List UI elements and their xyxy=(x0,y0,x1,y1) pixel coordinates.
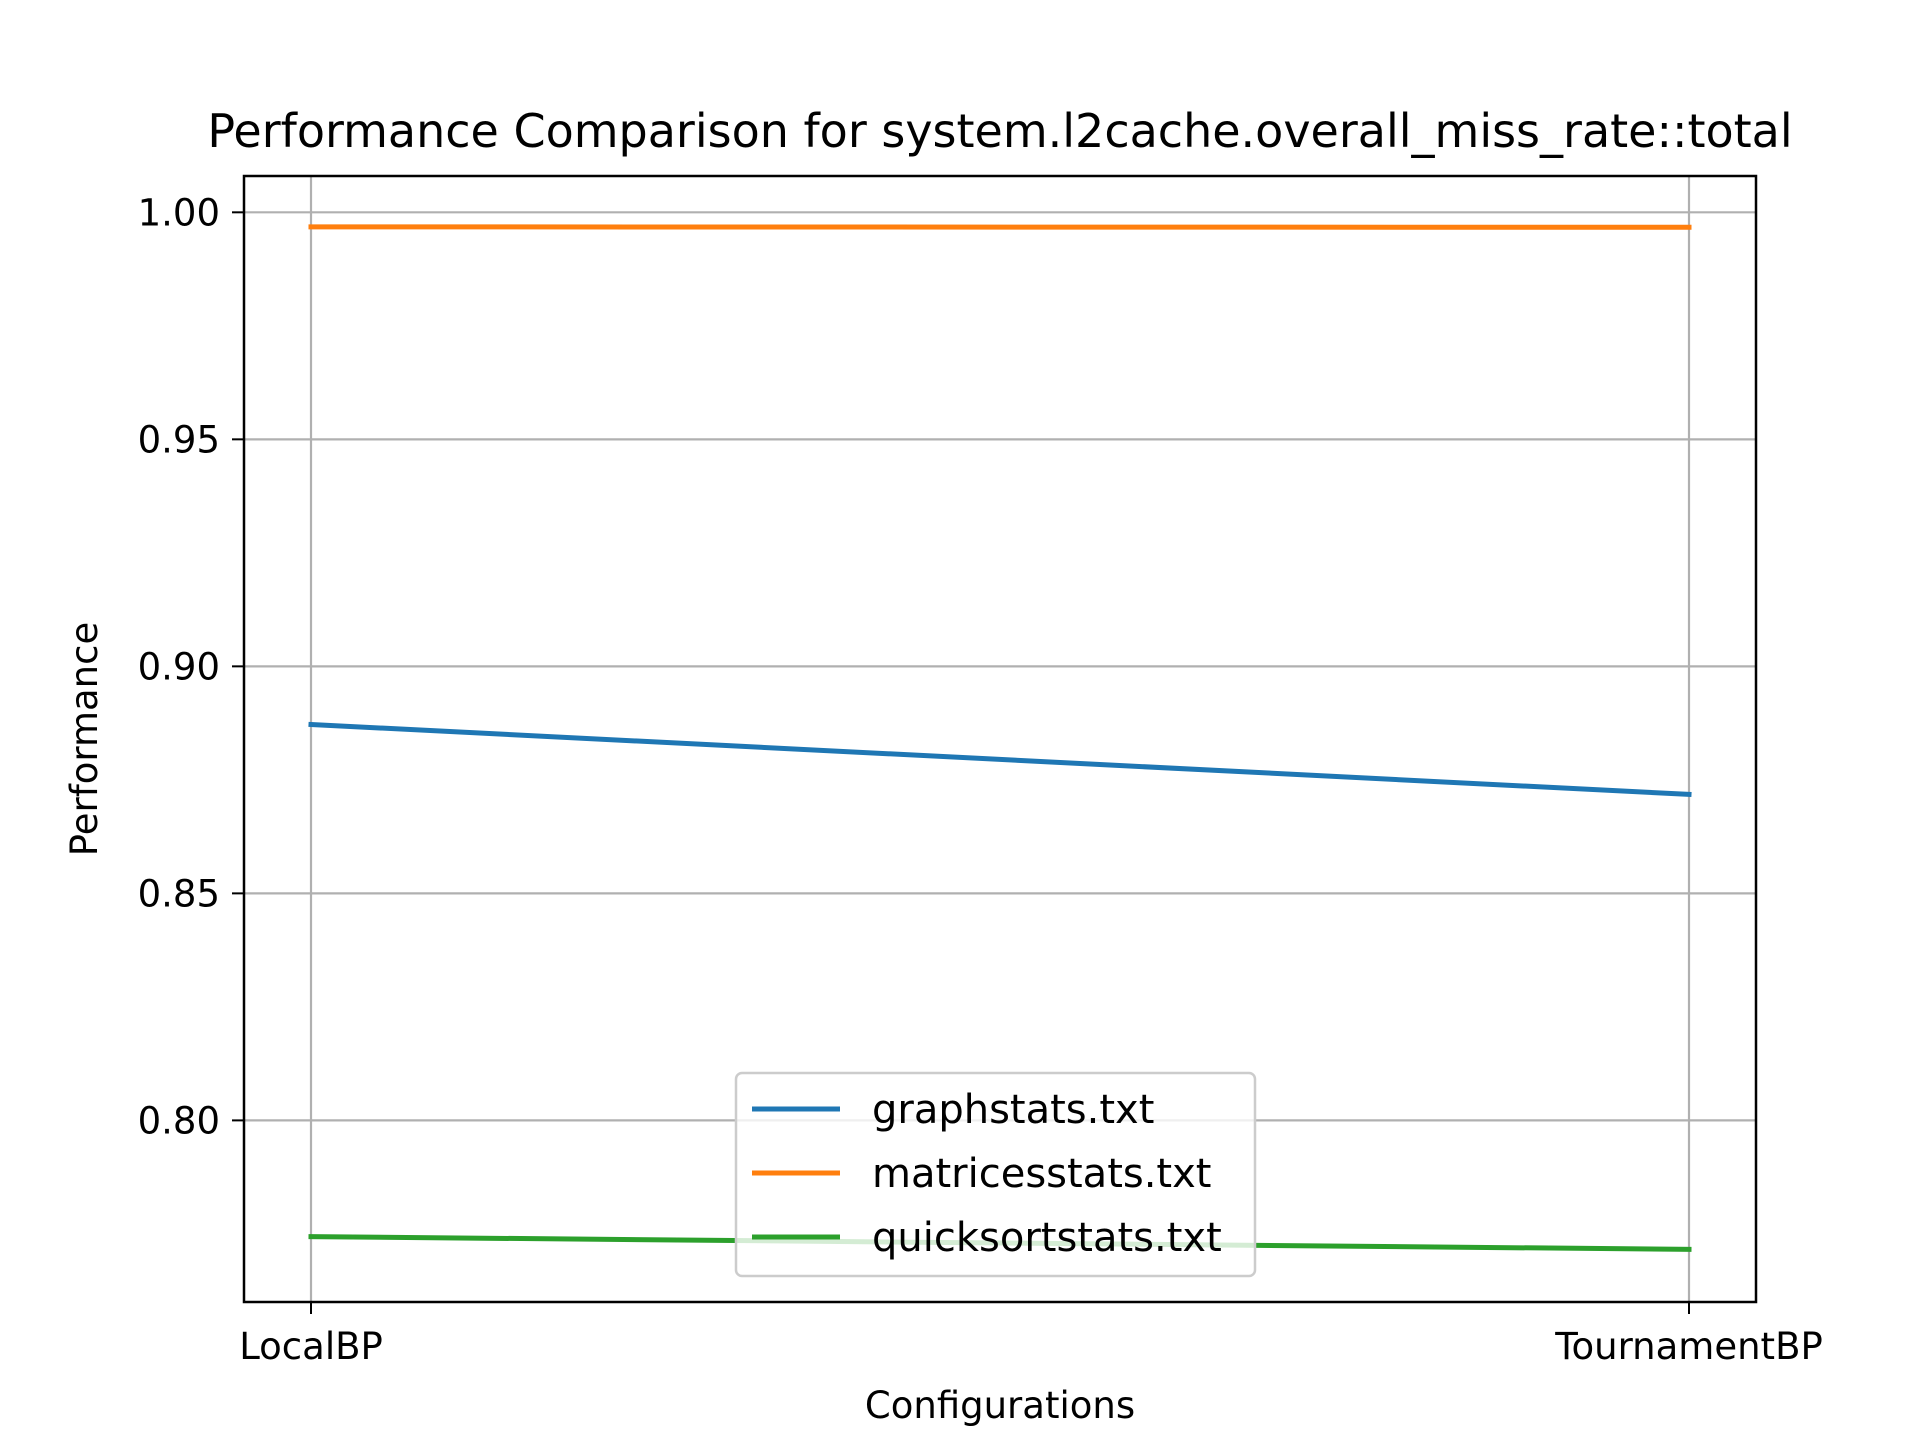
chart-title: Performance Comparison for system.l2cach… xyxy=(207,104,1792,158)
y-axis-label: Performance xyxy=(63,622,106,856)
y-tick-label: 0.95 xyxy=(138,418,220,461)
y-tick-label: 0.80 xyxy=(138,1099,220,1142)
x-axis-label: Configurations xyxy=(865,1384,1135,1427)
legend: graphstats.txt matricesstats.txt quicksort… xyxy=(736,1073,1255,1276)
legend-label-graphstats: graphstats.txt xyxy=(872,1087,1154,1133)
x-tick-label: LocalBP xyxy=(239,1325,383,1368)
legend-label-matricesstats: matricesstats.txt xyxy=(872,1151,1211,1197)
x-tick-label: TournamentBP xyxy=(1554,1325,1823,1368)
y-tick-label: 1.00 xyxy=(138,191,220,234)
series-line-graphstats xyxy=(311,724,1689,794)
y-tick-label: 0.85 xyxy=(138,872,220,915)
y-tick-label: 0.90 xyxy=(138,645,220,688)
legend-label-quicksortstats: quicksortstats.txt xyxy=(872,1215,1222,1261)
